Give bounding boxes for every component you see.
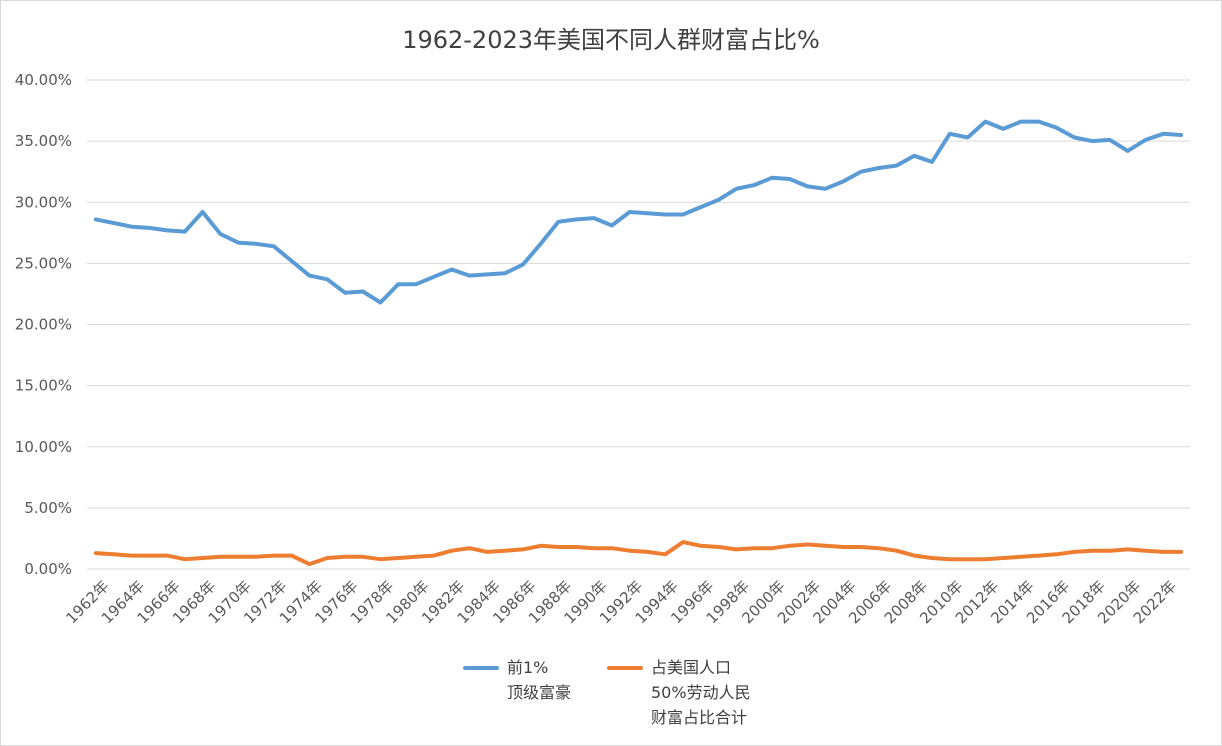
y-tick-label: 25.00%	[15, 254, 72, 272]
legend-swatch-top1	[463, 666, 499, 670]
y-tick-label: 30.00%	[15, 193, 72, 211]
series-line-top1	[93, 119, 1184, 305]
y-axis-ticks: 0.00% 5.00% 10.00% 15.00% 20.00% 25.00% 30.00%…	[15, 71, 72, 578]
y-tick-label: 10.00%	[15, 438, 72, 456]
legend-item-top1: 前1% 顶级富豪	[463, 655, 571, 705]
series-lines	[93, 119, 1184, 567]
x-axis-ticks: 1962年1964年1966年1968年1970年1972年1974年1976年…	[62, 577, 1180, 627]
legend: 前1% 顶级富豪 占美国人口 50%劳动人民 财富占比合计	[0, 655, 1222, 735]
legend-item-bottom50: 占美国人口 50%劳动人民 财富占比合计	[607, 655, 751, 730]
y-tick-label: 35.00%	[15, 132, 72, 150]
y-tick-label: 40.00%	[15, 71, 72, 89]
y-tick-label: 0.00%	[24, 560, 72, 578]
chart-title: 1962-2023年美国不同人群财富占比%	[402, 26, 820, 54]
y-tick-label: 5.00%	[24, 499, 72, 517]
legend-label-bottom50: 占美国人口 50%劳动人民 财富占比合计	[651, 658, 751, 727]
y-tick-label: 20.00%	[15, 316, 72, 334]
legend-swatch-bottom50	[607, 666, 643, 670]
y-tick-label: 15.00%	[15, 377, 72, 395]
gridlines	[87, 79, 1190, 570]
series-line-bottom50	[93, 540, 1184, 567]
legend-label-top1: 前1% 顶级富豪	[507, 658, 572, 702]
